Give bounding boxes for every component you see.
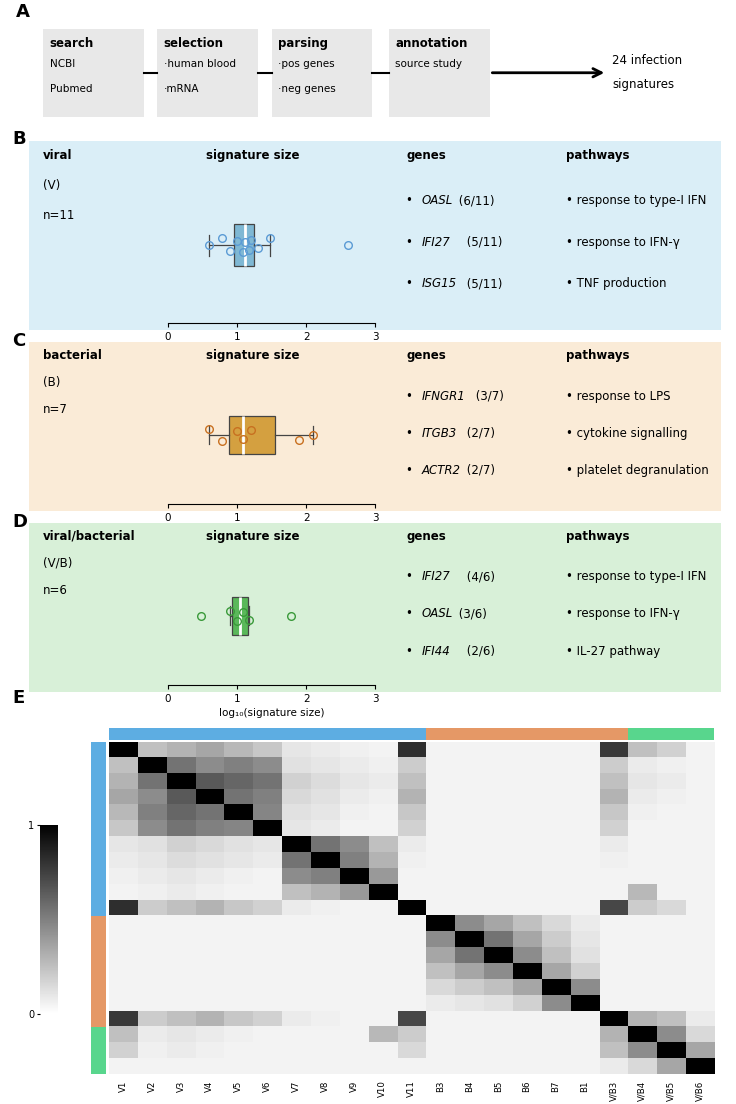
Text: • response to type-I IFN: • response to type-I IFN [565, 194, 706, 208]
Text: • cytokine signalling: • cytokine signalling [565, 426, 687, 439]
Text: (V): (V) [43, 179, 60, 192]
Text: E: E [12, 689, 24, 707]
Text: • response to type-I IFN: • response to type-I IFN [565, 571, 706, 583]
Text: (5/11): (5/11) [463, 277, 503, 290]
Text: n=6: n=6 [43, 584, 68, 597]
Text: ITGB3: ITGB3 [422, 426, 457, 439]
Text: (2/6): (2/6) [463, 645, 495, 658]
Text: IFI44: IFI44 [422, 645, 450, 658]
Text: selection: selection [163, 36, 224, 50]
Text: •: • [406, 464, 417, 477]
Text: • platelet degranulation: • platelet degranulation [565, 464, 708, 477]
Text: pathways: pathways [565, 149, 629, 161]
Text: annotation: annotation [395, 36, 468, 50]
Text: C: C [12, 332, 26, 350]
Text: pathways: pathways [565, 530, 629, 543]
Text: NCBI: NCBI [49, 60, 75, 70]
Text: similarity: similarity [42, 831, 52, 880]
Text: genes: genes [406, 349, 446, 362]
Text: pathways: pathways [565, 349, 629, 362]
Text: ·mRNA: ·mRNA [163, 84, 199, 94]
Text: •: • [406, 607, 417, 620]
Text: n=7: n=7 [43, 403, 68, 416]
Text: •: • [406, 645, 417, 658]
Text: parsing: parsing [277, 36, 328, 50]
Text: •: • [406, 390, 417, 403]
Text: ACTR2: ACTR2 [422, 464, 461, 477]
Text: (B): (B) [43, 376, 60, 389]
Text: (6/11): (6/11) [455, 194, 495, 208]
Text: ·human blood: ·human blood [163, 60, 236, 70]
Text: IFNGR1: IFNGR1 [422, 390, 465, 403]
FancyBboxPatch shape [43, 29, 144, 117]
Text: (V/B): (V/B) [43, 556, 73, 570]
Text: genes: genes [406, 530, 446, 543]
Text: •: • [406, 426, 417, 439]
Text: ·pos genes: ·pos genes [277, 60, 334, 70]
Text: (5/11): (5/11) [463, 235, 503, 248]
Text: IFI27: IFI27 [422, 235, 450, 248]
Text: D: D [12, 513, 27, 531]
Text: B: B [12, 130, 26, 148]
Text: genes: genes [406, 149, 446, 161]
FancyBboxPatch shape [158, 29, 258, 117]
Text: IFI27: IFI27 [422, 571, 450, 583]
Text: •: • [406, 194, 417, 208]
Text: Pubmed: Pubmed [49, 84, 92, 94]
Text: OASL: OASL [422, 194, 453, 208]
Text: 24 infection: 24 infection [612, 54, 682, 67]
Text: • response to IFN-γ: • response to IFN-γ [565, 235, 679, 248]
Text: search: search [49, 36, 93, 50]
Text: viral/bacterial: viral/bacterial [43, 530, 136, 543]
Text: bacterial: bacterial [43, 349, 102, 362]
Text: •: • [406, 571, 417, 583]
Text: • IL-27 pathway: • IL-27 pathway [565, 645, 660, 658]
Text: ISG15: ISG15 [422, 277, 457, 290]
Text: •: • [406, 277, 417, 290]
FancyBboxPatch shape [389, 29, 489, 117]
FancyBboxPatch shape [272, 29, 372, 117]
Text: (4/6): (4/6) [463, 571, 495, 583]
Text: OASL: OASL [422, 607, 453, 620]
Text: signature size: signature size [206, 349, 300, 362]
Text: • response to LPS: • response to LPS [565, 390, 670, 403]
Text: signatures: signatures [612, 78, 674, 92]
Text: • TNF production: • TNF production [565, 277, 666, 290]
Text: (2/7): (2/7) [463, 464, 495, 477]
Text: viral: viral [43, 149, 73, 161]
Text: signature size: signature size [206, 530, 300, 543]
Text: ·neg genes: ·neg genes [277, 84, 336, 94]
Text: n=11: n=11 [43, 209, 76, 222]
Text: A: A [15, 3, 29, 21]
Text: (3/6): (3/6) [455, 607, 486, 620]
Text: •: • [406, 235, 417, 248]
Text: source study: source study [395, 60, 462, 70]
Text: • response to IFN-γ: • response to IFN-γ [565, 607, 679, 620]
Text: (2/7): (2/7) [463, 426, 495, 439]
Text: signature size: signature size [206, 149, 300, 161]
Text: (3/7): (3/7) [472, 390, 503, 403]
